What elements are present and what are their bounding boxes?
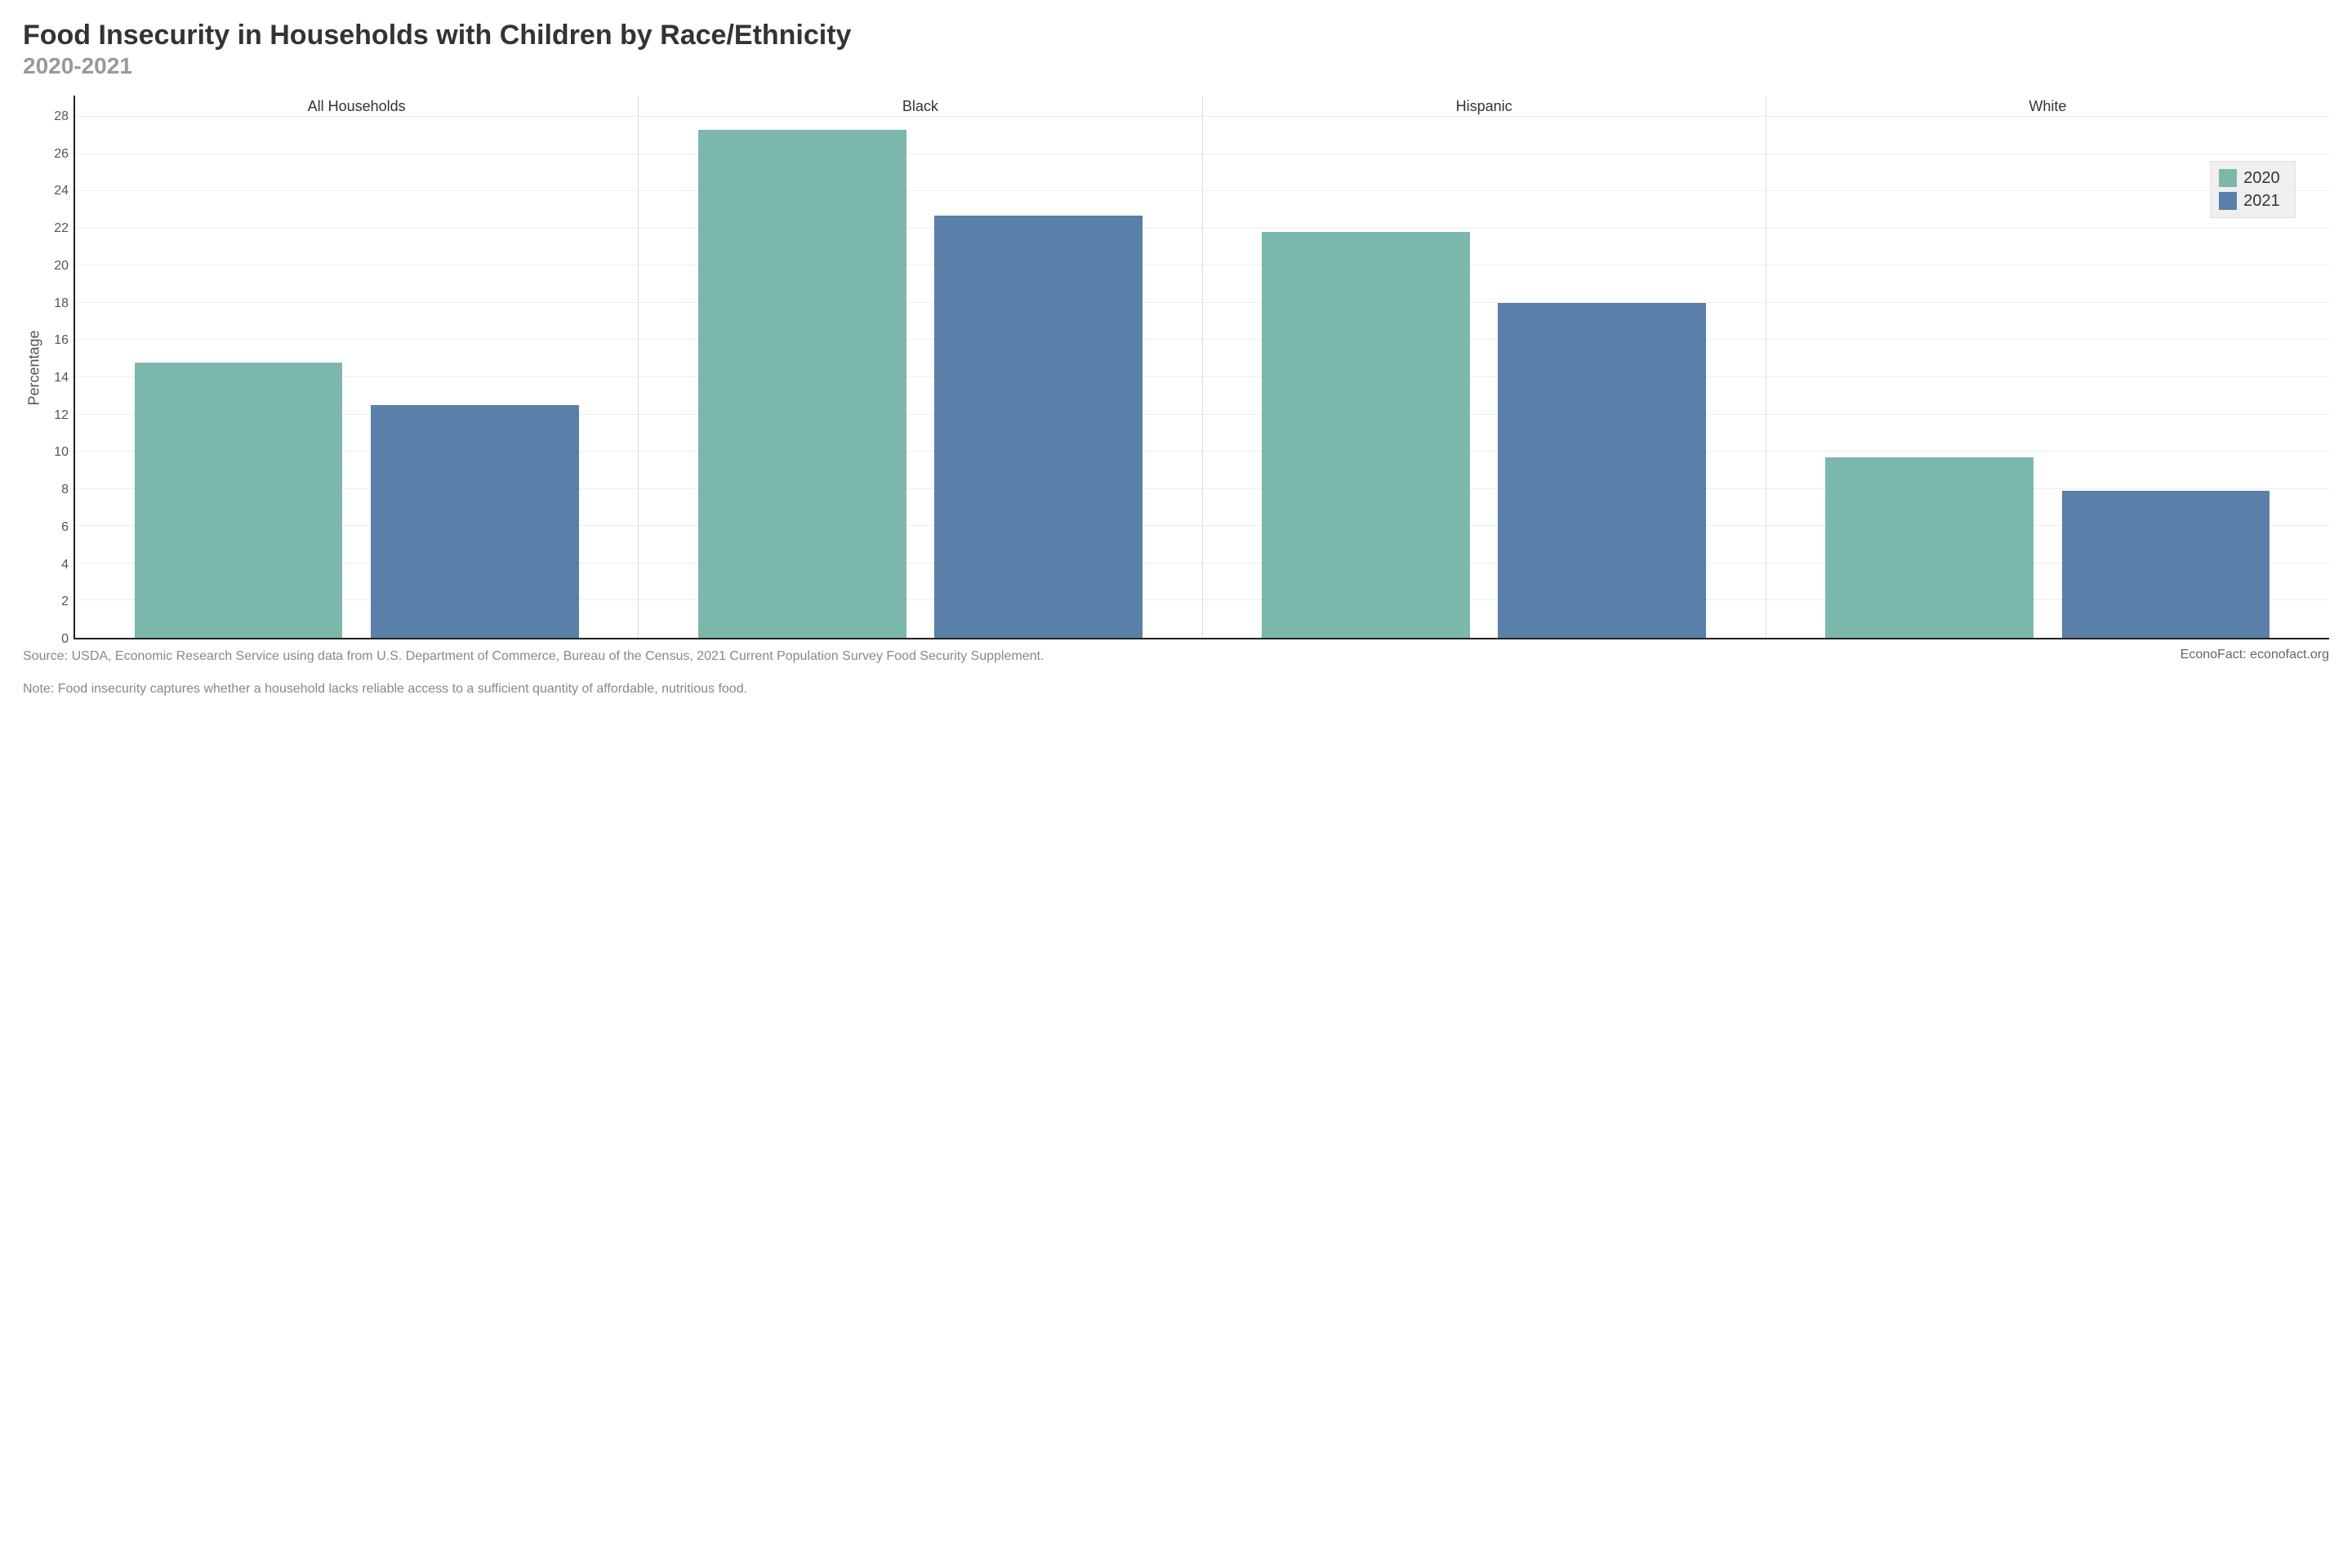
note-text: Note: Food insecurity captures whether a…: [23, 680, 1637, 698]
attribution-text: EconoFact: econofact.org: [2180, 648, 2329, 666]
y-tick: 28: [54, 109, 69, 124]
bar: [934, 216, 1143, 638]
chart-container: Percentage 2826242220181614121086420 All…: [23, 96, 2329, 639]
legend-label: 2020: [2243, 167, 2280, 189]
y-tick: 10: [54, 445, 69, 460]
y-tick: 12: [54, 408, 69, 423]
y-tick: 14: [54, 371, 69, 385]
legend-swatch: [2219, 169, 2237, 187]
y-tick: 2: [61, 595, 69, 609]
panel-label: White: [1766, 96, 2329, 117]
y-tick: 24: [54, 184, 69, 198]
bars-area: [1203, 117, 1766, 638]
legend-item: 2021: [2219, 189, 2280, 212]
bar: [1825, 457, 2034, 638]
chart-subtitle: 2020-2021: [23, 53, 2329, 79]
y-axis-ticks: 2826242220181614121086420: [46, 96, 74, 639]
y-tick: 6: [61, 520, 69, 535]
chart-footer: Source: USDA, Economic Research Service …: [23, 648, 2329, 666]
panel-label: Hispanic: [1203, 96, 1766, 117]
ylabel-container: Percentage: [23, 96, 46, 639]
legend-swatch: [2219, 192, 2237, 210]
y-tick: 26: [54, 147, 69, 162]
y-tick: 22: [54, 221, 69, 236]
panel: Hispanic: [1203, 96, 1766, 638]
y-tick: 8: [61, 483, 69, 497]
panel: White 20202021: [1766, 96, 2329, 638]
bar: [2062, 491, 2270, 638]
source-text: Source: USDA, Economic Research Service …: [23, 648, 1044, 666]
bar: [135, 363, 343, 638]
bar: [1498, 303, 1706, 638]
y-tick: 18: [54, 296, 69, 311]
panel: Black: [639, 96, 1202, 638]
y-tick: 16: [54, 333, 69, 348]
y-tick: 20: [54, 259, 69, 274]
y-axis-label: Percentage: [26, 330, 43, 405]
plot-area: All HouseholdsBlackHispanicWhite 20202021: [74, 96, 2329, 639]
panel-label: Black: [639, 96, 1201, 117]
bars-area: [75, 117, 638, 638]
bar: [1262, 232, 1470, 638]
y-tick: 0: [61, 632, 69, 647]
panel-label: All Households: [75, 96, 638, 117]
chart-title: Food Insecurity in Households with Child…: [23, 20, 2329, 51]
legend: 20202021: [2210, 161, 2296, 218]
bar: [371, 405, 579, 638]
legend-label: 2021: [2243, 189, 2280, 212]
bars-area: [639, 117, 1201, 638]
bar: [698, 130, 906, 638]
panel: All Households: [75, 96, 639, 638]
y-tick: 4: [61, 558, 69, 572]
legend-item: 2020: [2219, 167, 2280, 189]
